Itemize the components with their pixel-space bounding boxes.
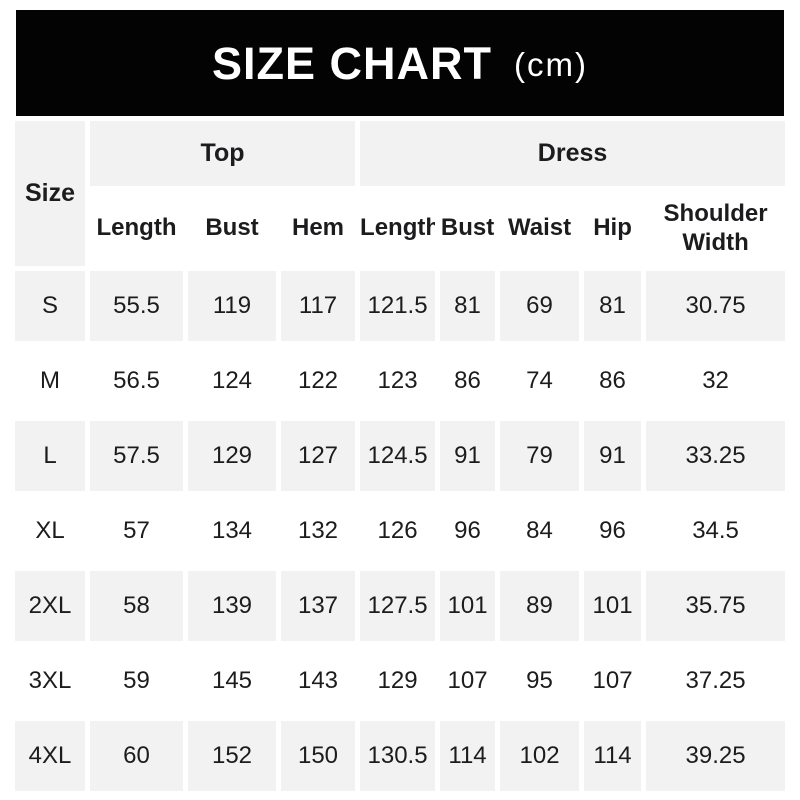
header-top-length: Length — [90, 191, 183, 266]
cell-s-dress-waist: 69 — [500, 271, 580, 341]
cell-m-dress-waist: 74 — [500, 346, 580, 416]
cell-2xl-dress-waist: 89 — [500, 571, 580, 641]
cell-s-dress-length: 121.5 — [360, 271, 436, 341]
cell-m-dress-length: 123 — [360, 346, 436, 416]
size-chart-banner: SIZE CHART (cm) — [16, 10, 784, 116]
cell-2xl-dress-length: 127.5 — [360, 571, 436, 641]
cell-3xl-top-hem: 143 — [281, 646, 356, 716]
row-size-label: 3XL — [15, 646, 85, 716]
header-shoulder-width: Shoulder Width — [646, 191, 786, 266]
cell-m-dress-hip: 86 — [584, 346, 642, 416]
header-dress-bust: Bust — [440, 191, 496, 266]
header-group-dress: Dress — [360, 121, 786, 186]
cell-3xl-top-length: 59 — [90, 646, 183, 716]
header-group-top: Top — [90, 121, 356, 186]
cell-m-top-bust: 124 — [188, 346, 276, 416]
cell-4xl-dress-waist: 102 — [500, 721, 580, 791]
cell-2xl-shoulder-width: 35.75 — [646, 571, 786, 641]
cell-3xl-dress-waist: 95 — [500, 646, 580, 716]
cell-l-dress-hip: 91 — [584, 421, 642, 491]
row-size-label: 2XL — [15, 571, 85, 641]
table-row-l: L 57.5 129 127 124.5 91 79 91 33.25 — [15, 421, 786, 491]
table-row-3xl: 3XL 59 145 143 129 107 95 107 37.25 — [15, 646, 786, 716]
cell-s-top-bust: 119 — [188, 271, 276, 341]
table-row-4xl: 4XL 60 152 150 130.5 114 102 114 39.25 — [15, 721, 786, 791]
cell-3xl-shoulder-width: 37.25 — [646, 646, 786, 716]
cell-l-shoulder-width: 33.25 — [646, 421, 786, 491]
cell-2xl-dress-bust: 101 — [440, 571, 496, 641]
cell-4xl-dress-hip: 114 — [584, 721, 642, 791]
table-row-xl: XL 57 134 132 126 96 84 96 34.5 — [15, 496, 786, 566]
cell-2xl-dress-hip: 101 — [584, 571, 642, 641]
cell-2xl-top-length: 58 — [90, 571, 183, 641]
chart-title: SIZE CHART — [212, 37, 493, 89]
cell-l-top-bust: 129 — [188, 421, 276, 491]
size-chart-page: SIZE CHART (cm) Size Top Dress Length Bu… — [0, 10, 800, 800]
cell-s-dress-bust: 81 — [440, 271, 496, 341]
cell-xl-top-length: 57 — [90, 496, 183, 566]
header-dress-hip: Hip — [584, 191, 642, 266]
size-chart-table: Size Top Dress Length Bust Hem Length Bu… — [10, 116, 790, 796]
cell-3xl-dress-bust: 107 — [440, 646, 496, 716]
cell-4xl-top-length: 60 — [90, 721, 183, 791]
cell-4xl-dress-length: 130.5 — [360, 721, 436, 791]
cell-xl-shoulder-width: 34.5 — [646, 496, 786, 566]
cell-l-top-length: 57.5 — [90, 421, 183, 491]
header-dress-waist: Waist — [500, 191, 580, 266]
cell-m-top-length: 56.5 — [90, 346, 183, 416]
cell-3xl-dress-length: 129 — [360, 646, 436, 716]
cell-4xl-dress-bust: 114 — [440, 721, 496, 791]
cell-s-shoulder-width: 30.75 — [646, 271, 786, 341]
unit-label: (cm) — [514, 45, 588, 83]
cell-2xl-top-hem: 137 — [281, 571, 356, 641]
header-dress-length: Length — [360, 191, 436, 266]
cell-s-top-length: 55.5 — [90, 271, 183, 341]
cell-s-top-hem: 117 — [281, 271, 356, 341]
cell-l-dress-waist: 79 — [500, 421, 580, 491]
table-row-2xl: 2XL 58 139 137 127.5 101 89 101 35.75 — [15, 571, 786, 641]
cell-l-dress-bust: 91 — [440, 421, 496, 491]
column-header-row: Length Bust Hem Length Bust Waist Hip Sh… — [15, 191, 786, 266]
cell-m-shoulder-width: 32 — [646, 346, 786, 416]
cell-xl-dress-bust: 96 — [440, 496, 496, 566]
cell-4xl-top-hem: 150 — [281, 721, 356, 791]
row-size-label: L — [15, 421, 85, 491]
cell-m-dress-bust: 86 — [440, 346, 496, 416]
cell-l-dress-length: 124.5 — [360, 421, 436, 491]
cell-4xl-shoulder-width: 39.25 — [646, 721, 786, 791]
cell-3xl-top-bust: 145 — [188, 646, 276, 716]
table-row-s: S 55.5 119 117 121.5 81 69 81 30.75 — [15, 271, 786, 341]
group-header-row: Size Top Dress — [15, 121, 786, 266]
cell-xl-top-bust: 134 — [188, 496, 276, 566]
cell-xl-dress-waist: 84 — [500, 496, 580, 566]
cell-xl-top-hem: 132 — [281, 496, 356, 566]
cell-3xl-dress-hip: 107 — [584, 646, 642, 716]
header-top-hem: Hem — [281, 191, 356, 266]
table-row-m: M 56.5 124 122 123 86 74 86 32 — [15, 346, 786, 416]
cell-2xl-top-bust: 139 — [188, 571, 276, 641]
cell-l-top-hem: 127 — [281, 421, 356, 491]
cell-xl-dress-length: 126 — [360, 496, 436, 566]
row-size-label: M — [15, 346, 85, 416]
cell-m-top-hem: 122 — [281, 346, 356, 416]
row-size-label: XL — [15, 496, 85, 566]
row-size-label: S — [15, 271, 85, 341]
header-top-bust: Bust — [188, 191, 276, 266]
cell-4xl-top-bust: 152 — [188, 721, 276, 791]
header-size: Size — [15, 121, 85, 266]
row-size-label: 4XL — [15, 721, 85, 791]
cell-s-dress-hip: 81 — [584, 271, 642, 341]
cell-xl-dress-hip: 96 — [584, 496, 642, 566]
